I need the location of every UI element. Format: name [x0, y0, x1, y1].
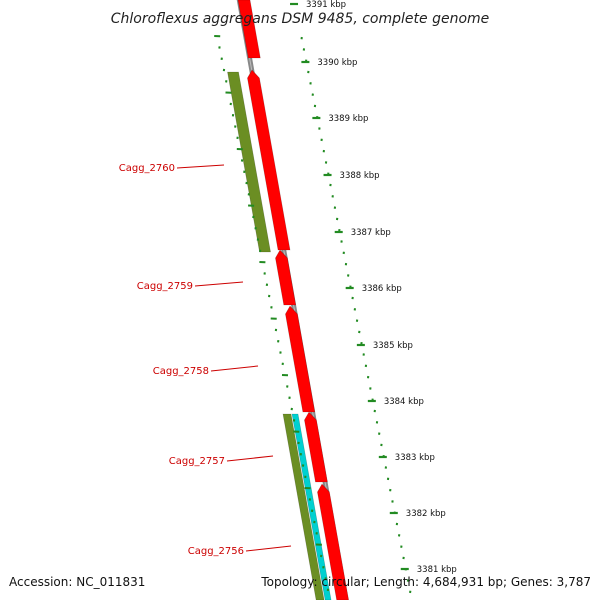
scale-tick-label: 3386 kbp — [362, 284, 402, 294]
scale-tick-label: 3391 kbp — [306, 0, 346, 10]
tracks-layer — [227, 0, 349, 600]
gene-leader-line — [210, 365, 259, 372]
cds-segment — [285, 305, 316, 413]
gene-label: Cagg_2756 — [188, 546, 244, 557]
cds-segment — [275, 249, 297, 306]
scale-tick-label: 3383 kbp — [395, 453, 435, 463]
gene-leader-line — [226, 455, 274, 462]
gene-label: Cagg_2759 — [137, 281, 193, 292]
cds-segment — [247, 69, 291, 251]
scale-tick-label: 3387 kbp — [351, 228, 391, 238]
scale-tick-label: 3381 kbp — [417, 565, 457, 575]
rna-segment — [291, 413, 332, 600]
gene-label: Cagg_2758 — [153, 366, 209, 377]
gene-segment — [282, 413, 325, 600]
scale-tick-label: 3390 kbp — [317, 58, 357, 68]
cds-segment — [237, 0, 261, 59]
scale-tick-label: 3384 kbp — [384, 397, 424, 407]
cds-segment — [317, 483, 349, 600]
map-title: Chloroflexus aggregans DSM 9485, complet… — [111, 11, 490, 27]
scale-tick-label: 3388 kbp — [340, 171, 380, 181]
gene-leader-line — [194, 281, 244, 287]
cds-segment — [304, 411, 328, 483]
gene-labels-layer: Cagg_2760 Cagg_2759 Cagg_2758 Cagg_2757 Cagg… — [119, 163, 292, 557]
scale-tick-label: 3389 kbp — [328, 114, 368, 124]
summary-text: Topology: circular; Length: 4,684,931 bp… — [260, 575, 591, 589]
gene-label: Cagg_2760 — [119, 163, 175, 174]
scale-tick-label: 3385 kbp — [373, 341, 413, 351]
gene-label: Cagg_2757 — [169, 456, 225, 467]
accession-text: Accession: NC_011831 — [9, 575, 145, 589]
gene-segment — [227, 71, 271, 253]
gene-leader-line — [245, 545, 292, 552]
gene-leader-line — [176, 164, 225, 169]
scale-tick-label: 3382 kbp — [406, 509, 446, 519]
scale-ticks-layer: 3391 kbp 3390 kbp 3389 kbp 3388 kbp 3387 kbp… — [214, 0, 457, 594]
